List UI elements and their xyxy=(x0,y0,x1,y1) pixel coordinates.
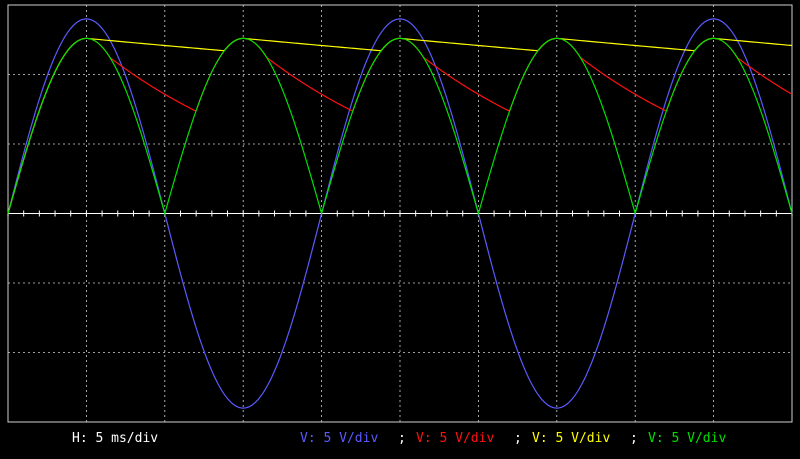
channel-green-scale-label: V: 5 V/div xyxy=(648,431,727,446)
trace-blue xyxy=(7,18,793,409)
trace-green xyxy=(7,37,793,216)
separator: ; xyxy=(514,431,522,446)
separator: ; xyxy=(398,431,406,446)
channel-red-scale-label: V: 5 V/div xyxy=(416,431,495,446)
status-bar: H: 5 ms/div V: 5 V/div ; V: 5 V/div ; V:… xyxy=(0,427,800,459)
channel-blue-scale-label: V: 5 V/div xyxy=(300,431,379,446)
traces xyxy=(7,18,793,409)
channel-yellow-scale-label: V: 5 V/div xyxy=(532,431,611,446)
separator: ; xyxy=(630,431,638,446)
oscilloscope-screen xyxy=(7,4,793,423)
grid xyxy=(7,4,793,423)
horizontal-scale-label: H: 5 ms/div xyxy=(72,431,159,446)
